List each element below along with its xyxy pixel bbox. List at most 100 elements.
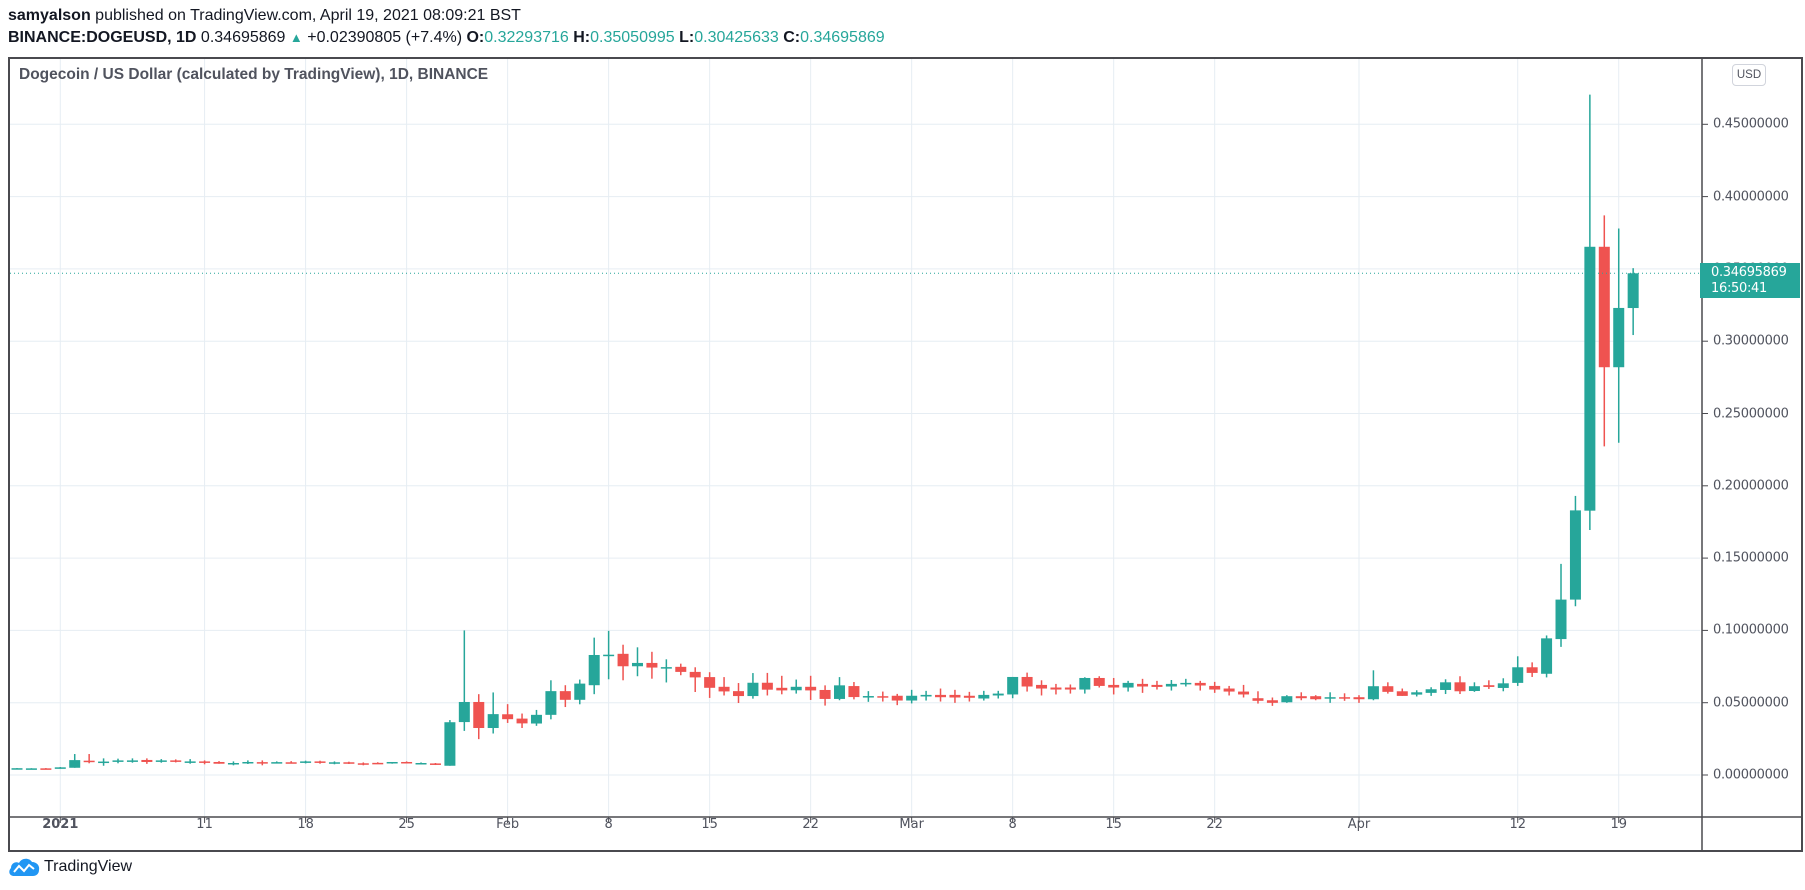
candle[interactable] — [11, 768, 23, 770]
candle[interactable] — [1266, 697, 1278, 706]
candle[interactable] — [1137, 678, 1149, 693]
candle[interactable] — [1353, 695, 1365, 703]
candle[interactable] — [141, 758, 153, 764]
candle[interactable] — [271, 761, 283, 764]
candle[interactable] — [949, 689, 961, 703]
candle[interactable] — [1483, 680, 1495, 689]
candle[interactable] — [1036, 680, 1048, 696]
candle[interactable] — [213, 761, 225, 764]
candle[interactable] — [906, 689, 918, 704]
candle[interactable] — [1440, 679, 1452, 695]
candle[interactable] — [891, 693, 903, 706]
candle[interactable] — [718, 677, 730, 696]
candle[interactable] — [1627, 268, 1639, 336]
candle[interactable] — [588, 637, 600, 695]
tradingview-logo[interactable]: TradingView — [8, 856, 132, 878]
candle[interactable] — [1598, 215, 1610, 447]
candle[interactable] — [761, 672, 773, 696]
candle[interactable] — [256, 760, 268, 766]
candle[interactable] — [1007, 676, 1019, 699]
candle[interactable] — [415, 762, 427, 765]
candle[interactable] — [704, 672, 716, 698]
candle[interactable] — [487, 692, 499, 734]
candle[interactable] — [199, 760, 211, 765]
candle[interactable] — [1569, 495, 1581, 607]
candle[interactable] — [473, 694, 485, 740]
candle[interactable] — [747, 673, 759, 699]
candle[interactable] — [689, 667, 701, 692]
candle[interactable] — [429, 762, 441, 766]
candle[interactable] — [516, 713, 528, 729]
candle[interactable] — [285, 761, 297, 764]
candle[interactable] — [372, 762, 384, 765]
candle[interactable] — [1584, 94, 1596, 531]
candle[interactable] — [1122, 680, 1134, 692]
candle[interactable] — [1079, 677, 1091, 694]
candle[interactable] — [502, 704, 514, 723]
candle[interactable] — [1238, 684, 1250, 698]
candle[interactable] — [1093, 676, 1105, 688]
candle[interactable] — [343, 761, 355, 765]
candle[interactable] — [603, 630, 615, 680]
candle[interactable] — [862, 691, 874, 702]
candle[interactable] — [877, 691, 889, 702]
candle[interactable] — [1555, 563, 1567, 647]
candle[interactable] — [401, 761, 413, 764]
candle[interactable] — [112, 758, 124, 764]
candle[interactable] — [357, 762, 369, 766]
candle[interactable] — [1613, 228, 1625, 443]
candle[interactable] — [1411, 690, 1423, 697]
candle[interactable] — [1165, 679, 1177, 691]
candle[interactable] — [1252, 691, 1264, 704]
candle[interactable] — [1050, 683, 1062, 695]
candle[interactable] — [1425, 687, 1437, 696]
candle[interactable] — [935, 688, 947, 702]
candle[interactable] — [574, 679, 586, 705]
candle[interactable] — [314, 760, 326, 764]
candle[interactable] — [328, 761, 340, 765]
candle[interactable] — [1541, 635, 1553, 678]
candle[interactable] — [530, 709, 542, 726]
candle[interactable] — [1454, 676, 1466, 695]
candle[interactable] — [1295, 692, 1307, 701]
candle[interactable] — [805, 675, 817, 700]
candle[interactable] — [733, 683, 744, 703]
author-name[interactable]: samyalson — [8, 7, 91, 24]
candle[interactable] — [675, 663, 687, 676]
candle[interactable] — [227, 761, 239, 766]
candle[interactable] — [776, 675, 788, 695]
candle[interactable] — [992, 690, 1004, 699]
candle[interactable] — [126, 758, 138, 763]
candle[interactable] — [1151, 680, 1163, 690]
candle[interactable] — [978, 690, 990, 701]
candle[interactable] — [1526, 662, 1538, 677]
candle[interactable] — [1497, 678, 1509, 692]
candle[interactable] — [660, 659, 672, 683]
candle[interactable] — [1021, 672, 1033, 692]
candle[interactable] — [920, 690, 932, 701]
candle[interactable] — [819, 685, 831, 706]
candle[interactable] — [386, 761, 398, 764]
candle[interactable] — [170, 759, 182, 763]
candle[interactable] — [1512, 656, 1524, 686]
candle[interactable] — [834, 677, 846, 701]
candle[interactable] — [458, 630, 470, 731]
candle[interactable] — [54, 767, 66, 769]
candle[interactable] — [646, 651, 658, 679]
candle[interactable] — [1367, 670, 1379, 701]
candle[interactable] — [1324, 692, 1336, 703]
candle[interactable] — [545, 680, 557, 720]
candle[interactable] — [300, 760, 312, 764]
candle[interactable] — [83, 754, 95, 764]
candle[interactable] — [155, 759, 167, 763]
candle[interactable] — [1108, 677, 1120, 695]
candle[interactable] — [963, 691, 975, 702]
candle[interactable] — [1281, 695, 1293, 703]
candle[interactable] — [444, 720, 456, 766]
candle[interactable] — [1382, 682, 1394, 694]
candle[interactable] — [790, 679, 802, 694]
candle[interactable] — [1339, 693, 1351, 701]
candle[interactable] — [184, 759, 196, 764]
candle[interactable] — [1194, 680, 1206, 691]
